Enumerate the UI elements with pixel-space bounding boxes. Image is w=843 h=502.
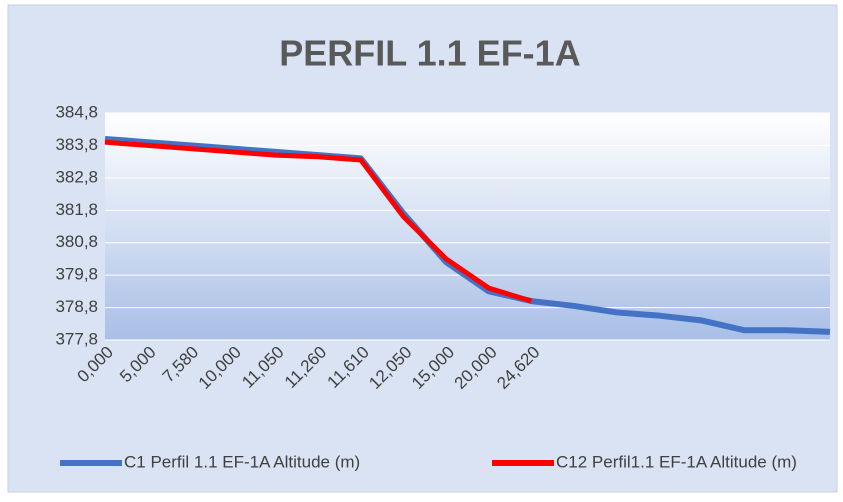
legend: C1 Perfil 1.1 EF-1A Altitude (m) C12 Perf… (60, 452, 797, 471)
series-line (104, 139, 533, 304)
y-tick-label: 379,8 (55, 265, 98, 284)
y-tick-label: 383,8 (55, 135, 98, 154)
chart-title: PERFIL 1.1 EF-1A (279, 33, 580, 74)
legend-label: C1 Perfil 1.1 EF-1A Altitude (m) (124, 452, 360, 471)
y-tick-label: 378,8 (55, 297, 98, 316)
y-tick-label: 382,8 (55, 167, 98, 186)
legend-label: C12 Perfil1.1 EF-1A Altitude (m) (556, 452, 797, 471)
y-tick-label: 377,8 (55, 329, 98, 348)
series-line (104, 135, 831, 335)
y-tick-label: 380,8 (55, 232, 98, 251)
y-tick-label: 384,8 (55, 102, 98, 121)
y-tick-label: 381,8 (55, 200, 98, 219)
